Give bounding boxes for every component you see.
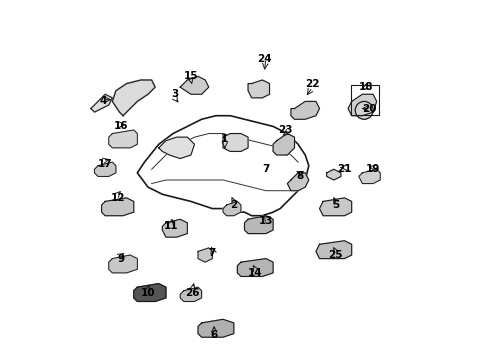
Circle shape	[354, 102, 372, 119]
Text: 9: 9	[118, 253, 124, 264]
Polygon shape	[198, 319, 233, 337]
Text: 24: 24	[256, 54, 271, 64]
Polygon shape	[287, 173, 308, 191]
Text: 18: 18	[358, 82, 372, 92]
Text: 17: 17	[98, 159, 112, 169]
Text: 3: 3	[171, 89, 178, 99]
Polygon shape	[247, 80, 269, 98]
Text: 4: 4	[100, 96, 107, 107]
Polygon shape	[91, 94, 112, 112]
Polygon shape	[198, 248, 212, 262]
Text: 6: 6	[210, 330, 217, 341]
Polygon shape	[134, 284, 165, 301]
Polygon shape	[223, 134, 247, 152]
Text: 7: 7	[262, 164, 269, 174]
Text: 11: 11	[163, 221, 178, 231]
Polygon shape	[94, 162, 116, 176]
Text: 25: 25	[327, 250, 342, 260]
Text: 5: 5	[331, 200, 339, 210]
Text: 13: 13	[258, 216, 273, 226]
Polygon shape	[326, 169, 340, 180]
Text: 7: 7	[208, 248, 216, 258]
Polygon shape	[180, 76, 208, 94]
Polygon shape	[347, 94, 376, 116]
Text: 21: 21	[337, 164, 351, 174]
Polygon shape	[244, 216, 272, 234]
Text: 12: 12	[110, 193, 124, 203]
Polygon shape	[358, 169, 380, 184]
Polygon shape	[108, 130, 137, 148]
Text: 19: 19	[365, 164, 380, 174]
Text: 10: 10	[141, 288, 155, 297]
Text: 16: 16	[114, 121, 128, 131]
Polygon shape	[223, 202, 241, 216]
Text: 8: 8	[296, 171, 303, 181]
Polygon shape	[272, 134, 294, 155]
Polygon shape	[319, 198, 351, 216]
Polygon shape	[102, 198, 134, 216]
Text: 20: 20	[362, 104, 376, 113]
Text: 22: 22	[305, 78, 319, 89]
Text: 14: 14	[247, 268, 262, 278]
Polygon shape	[159, 137, 194, 158]
Text: 23: 23	[278, 125, 292, 135]
Polygon shape	[162, 219, 187, 237]
Text: 2: 2	[230, 200, 237, 210]
Polygon shape	[237, 258, 272, 276]
Polygon shape	[180, 287, 201, 301]
Text: 15: 15	[183, 71, 198, 81]
Text: 1: 1	[221, 134, 228, 144]
Polygon shape	[315, 241, 351, 258]
Polygon shape	[108, 255, 137, 273]
Polygon shape	[290, 102, 319, 119]
Polygon shape	[112, 80, 155, 116]
Text: 26: 26	[185, 288, 200, 297]
